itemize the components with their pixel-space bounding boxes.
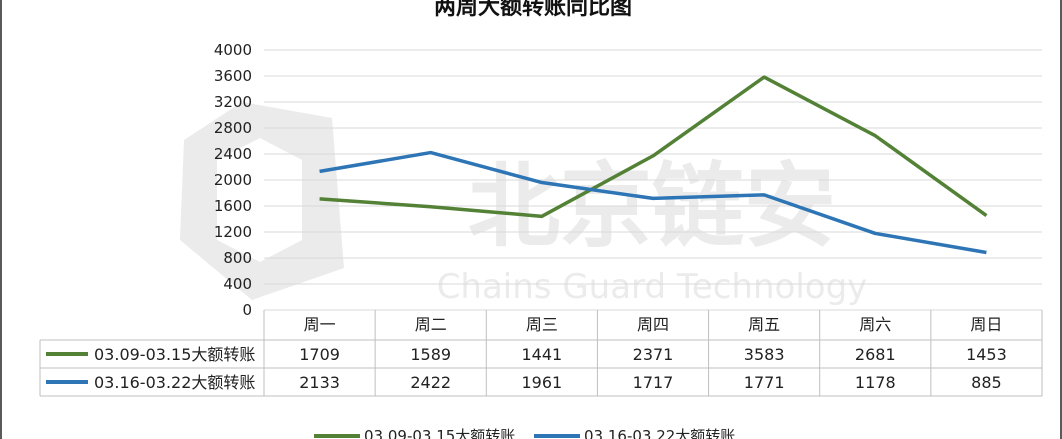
table-value: 1589 bbox=[410, 345, 451, 364]
data-table: 周一 周二 周三 周四 周五 周六 周日 03.09-03.15大额转账 1709 1589 144… bbox=[39, 310, 1043, 397]
table-value: 885 bbox=[971, 373, 1002, 392]
y-tick-label: 1200 bbox=[214, 223, 252, 241]
y-tick-label: 800 bbox=[223, 249, 252, 267]
table-value: 2133 bbox=[299, 373, 340, 392]
table-value: 3583 bbox=[744, 345, 785, 364]
x-tick-label: 周三 bbox=[526, 315, 558, 334]
y-tick-label: 4000 bbox=[214, 41, 252, 59]
watermark: 北京链安 Chains Guard Technology bbox=[180, 102, 867, 307]
y-tick-label: 0 bbox=[242, 301, 252, 319]
x-tick-label: 周一 bbox=[304, 315, 336, 334]
table-value: 1178 bbox=[855, 373, 896, 392]
watermark-sub: Chains Guard Technology bbox=[437, 267, 868, 307]
table-value: 1717 bbox=[633, 373, 674, 392]
y-tick-label: 1600 bbox=[214, 197, 252, 215]
table-value: 1441 bbox=[521, 345, 562, 364]
x-tick-label: 周四 bbox=[637, 315, 669, 334]
legend-label: 03.09-03.15大额转账 bbox=[364, 427, 515, 439]
table-value: 1961 bbox=[521, 373, 562, 392]
table-value: 1771 bbox=[744, 373, 785, 392]
legend: 03.09-03.15大额转账 03.16-03.22大额转账 bbox=[314, 427, 735, 439]
x-tick-label: 周五 bbox=[748, 315, 780, 334]
table-value: 2371 bbox=[633, 345, 674, 364]
series-line bbox=[319, 150, 987, 255]
table-value: 1453 bbox=[966, 345, 1007, 364]
y-tick-label: 3200 bbox=[214, 93, 252, 111]
x-tick-label: 周六 bbox=[859, 315, 891, 334]
table-value: 2681 bbox=[855, 345, 896, 364]
x-tick-label: 周日 bbox=[970, 315, 1002, 334]
legend-label: 03.16-03.22大额转账 bbox=[584, 427, 735, 439]
table-value: 1709 bbox=[299, 345, 340, 364]
series-lines bbox=[319, 75, 988, 255]
gridlines bbox=[264, 49, 1042, 311]
y-tick-label: 400 bbox=[223, 275, 252, 293]
series-line bbox=[319, 75, 988, 219]
watermark-logo-icon bbox=[180, 102, 344, 300]
chart-title: 两周大额转账同比图 bbox=[434, 0, 632, 20]
y-tick-label: 3600 bbox=[214, 67, 252, 85]
y-tick-label: 2000 bbox=[214, 171, 252, 189]
y-axis: 0 400 800 1200 1600 2000 2400 2800 3200 3600 4000 bbox=[214, 41, 252, 319]
y-tick-label: 2400 bbox=[214, 145, 252, 163]
x-tick-label: 周二 bbox=[415, 315, 447, 334]
y-tick-label: 2800 bbox=[214, 119, 252, 137]
table-value: 2422 bbox=[410, 373, 451, 392]
table-series-name: 03.16-03.22大额转账 bbox=[94, 373, 255, 392]
table-series-name: 03.09-03.15大额转账 bbox=[94, 345, 255, 364]
